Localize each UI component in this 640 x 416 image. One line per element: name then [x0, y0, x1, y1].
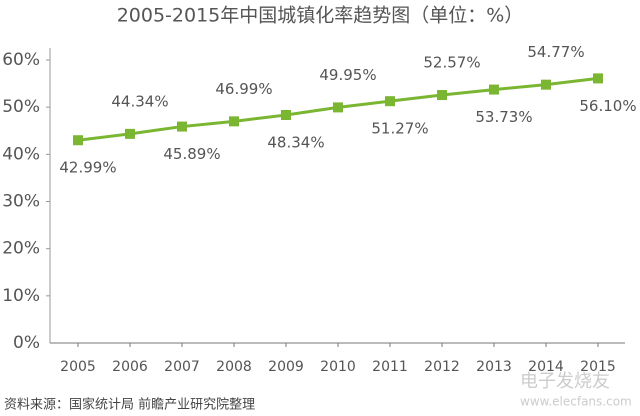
- value-label: 44.34%: [111, 92, 168, 110]
- source: 资料来源：国家统计局 前瞻产业研究院整理: [4, 397, 255, 413]
- point: [333, 102, 343, 113]
- y-tick-label: 20%: [2, 239, 40, 259]
- point: [73, 135, 83, 146]
- x-tick-label: 2006: [112, 359, 148, 375]
- value-label: 45.89%: [163, 145, 220, 163]
- x-tick-label: 2007: [164, 359, 200, 375]
- x-tick-label: 2014: [528, 359, 564, 375]
- value-label: 42.99%: [59, 159, 116, 177]
- x-tick-label: 2013: [476, 359, 512, 375]
- y-tick-label: 60%: [2, 50, 40, 70]
- point: [229, 116, 239, 127]
- value-label: 49.95%: [319, 66, 376, 84]
- value-label: 51.27%: [371, 120, 428, 138]
- point: [281, 109, 291, 120]
- value-label: 46.99%: [215, 80, 272, 98]
- y-tick-label: 10%: [2, 286, 40, 306]
- x-tick-label: 2005: [60, 359, 96, 375]
- value-label: 54.77%: [527, 43, 584, 61]
- watermark: 电子发烧友: [520, 371, 610, 392]
- point: [385, 96, 395, 107]
- value-label: 48.34%: [267, 133, 324, 151]
- x-tick-label: 2009: [268, 359, 304, 375]
- x-tick-label: 2015: [580, 359, 616, 375]
- chart-title: 2005-2015年中国城镇化率趋势图（单位：%）: [117, 5, 524, 27]
- point: [437, 90, 447, 101]
- x-tick-label: 2011: [372, 359, 408, 375]
- value-label: 53.73%: [475, 108, 532, 126]
- y-tick-label: 30%: [2, 192, 40, 212]
- y-tick-label: 0%: [13, 333, 40, 353]
- x-tick-label: 2008: [216, 359, 252, 375]
- point: [125, 128, 135, 139]
- value-label: 52.57%: [423, 54, 480, 72]
- x-tick-label: 2010: [320, 359, 356, 375]
- y-tick-label: 40%: [2, 144, 40, 164]
- value-label: 56.10%: [579, 97, 636, 115]
- x-tick-label: 2012: [424, 359, 460, 375]
- point: [593, 73, 603, 84]
- point: [489, 84, 499, 95]
- watermark: www.elecfans.com: [520, 395, 632, 409]
- y-tick-label: 50%: [2, 97, 40, 117]
- point: [177, 121, 187, 132]
- point: [541, 79, 551, 90]
